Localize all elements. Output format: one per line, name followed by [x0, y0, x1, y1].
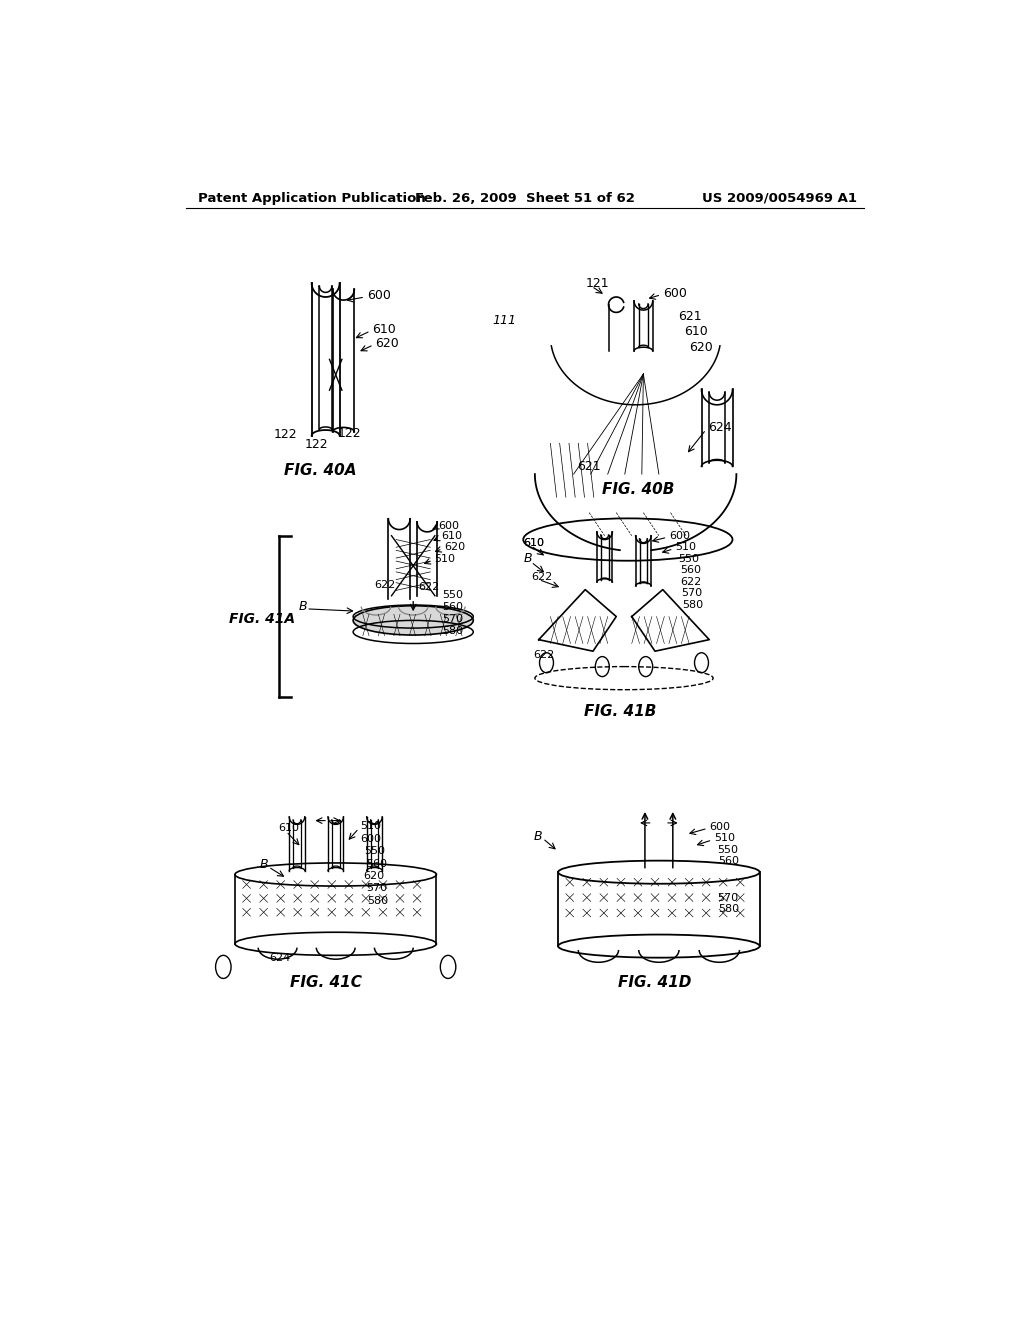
- Text: 610: 610: [279, 824, 299, 833]
- Text: 570: 570: [681, 589, 702, 598]
- Text: 622: 622: [681, 577, 701, 587]
- Text: 560: 560: [719, 857, 739, 866]
- Text: 600: 600: [669, 531, 690, 541]
- Text: 610: 610: [523, 539, 544, 548]
- Text: 111: 111: [493, 314, 516, 326]
- Text: 600: 600: [710, 822, 730, 832]
- Text: FIG. 40A: FIG. 40A: [284, 463, 356, 478]
- Text: B: B: [523, 552, 531, 565]
- Text: 580: 580: [682, 601, 703, 610]
- Text: 550: 550: [442, 590, 463, 601]
- Text: B: B: [260, 858, 268, 871]
- Text: B: B: [299, 601, 307, 612]
- Text: 610: 610: [523, 539, 544, 548]
- Text: 121: 121: [586, 277, 609, 290]
- Text: Feb. 26, 2009  Sheet 51 of 62: Feb. 26, 2009 Sheet 51 of 62: [415, 191, 635, 205]
- Text: 580: 580: [442, 626, 463, 636]
- Text: 600: 600: [438, 520, 459, 531]
- Text: 510: 510: [714, 833, 735, 843]
- Text: 550: 550: [365, 846, 385, 857]
- Text: B: B: [535, 829, 543, 842]
- Text: 600: 600: [663, 286, 687, 300]
- Text: 510: 510: [360, 821, 382, 832]
- Text: 550: 550: [678, 554, 699, 564]
- Text: 122: 122: [337, 426, 360, 440]
- Text: 122: 122: [273, 428, 297, 441]
- Text: 560: 560: [366, 859, 387, 869]
- Text: 622: 622: [534, 649, 555, 660]
- Text: 560: 560: [442, 602, 463, 611]
- Text: 570: 570: [442, 614, 463, 624]
- Text: 570: 570: [717, 892, 738, 903]
- Text: 610: 610: [441, 532, 462, 541]
- Text: 610: 610: [372, 323, 396, 335]
- Text: 600: 600: [360, 834, 382, 843]
- Text: 624: 624: [269, 953, 290, 962]
- Text: 580: 580: [367, 896, 388, 906]
- Text: 620: 620: [362, 871, 384, 880]
- Text: FIG. 41D: FIG. 41D: [618, 974, 691, 990]
- Text: FIG. 40B: FIG. 40B: [602, 482, 674, 498]
- Text: 620: 620: [689, 341, 713, 354]
- Ellipse shape: [353, 606, 473, 635]
- Text: 122: 122: [305, 438, 329, 451]
- Text: 622: 622: [419, 582, 440, 593]
- Text: FIG. 41A: FIG. 41A: [228, 612, 295, 626]
- Text: 600: 600: [367, 289, 390, 302]
- Text: FIG. 41B: FIG. 41B: [584, 704, 656, 719]
- Text: 621: 621: [578, 459, 601, 473]
- Text: 622: 622: [531, 572, 552, 582]
- Text: 560: 560: [680, 565, 700, 576]
- Text: US 2009/0054969 A1: US 2009/0054969 A1: [701, 191, 856, 205]
- Text: 510: 510: [434, 554, 455, 564]
- Text: Patent Application Publication: Patent Application Publication: [198, 191, 426, 205]
- Text: 620: 620: [444, 543, 465, 552]
- Text: 510: 510: [675, 543, 696, 552]
- Text: 620: 620: [375, 337, 399, 350]
- Text: 580: 580: [719, 904, 739, 915]
- Text: 621: 621: [678, 310, 701, 323]
- Text: FIG. 41C: FIG. 41C: [290, 974, 361, 990]
- Text: 624: 624: [708, 421, 731, 434]
- Text: 550: 550: [717, 845, 738, 855]
- Text: 622: 622: [375, 579, 395, 590]
- Text: 610: 610: [684, 325, 709, 338]
- Text: 570: 570: [366, 883, 387, 894]
